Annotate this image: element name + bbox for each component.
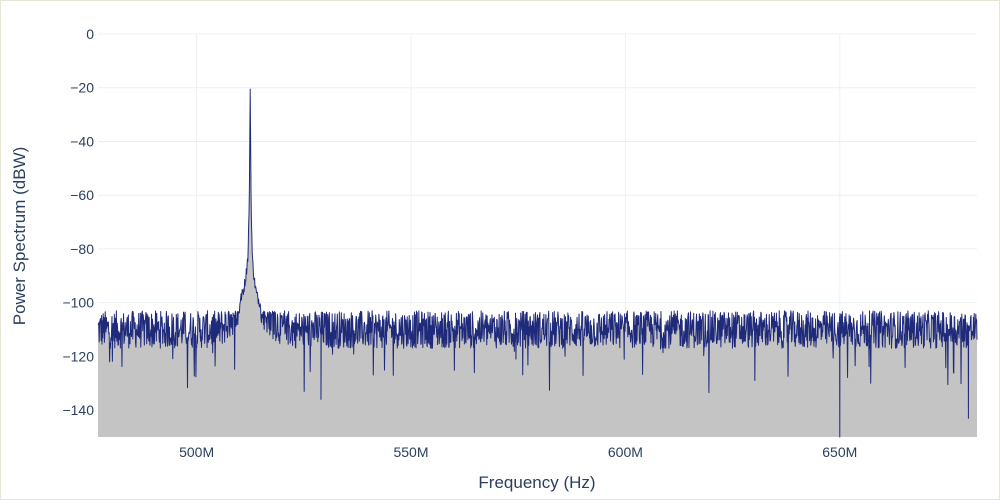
y-tick-label: 0 [86,26,94,42]
x-tick-label: 650M [822,444,857,460]
axis-ticks: 0 −20 −40 −60 −80 −100 −120 −140 500M 550M 600M 650… [62,26,857,460]
spectrum-line [97,88,978,438]
y-tick-label: −80 [70,241,94,257]
y-tick-label: −140 [62,402,94,418]
spectrum-trace [97,88,978,438]
x-tick-label: 600M [608,444,643,460]
x-axis-title: Frequency (Hz) [478,473,595,492]
y-tick-label: −20 [70,80,94,96]
y-tick-label: −120 [62,348,94,364]
x-tick-label: 550M [393,444,428,460]
x-tick-label: 500M [179,444,214,460]
y-tick-label: −40 [70,133,94,149]
y-tick-label: −60 [70,187,94,203]
spectrum-area [98,89,977,437]
spectrum-fill [98,89,977,437]
y-axis-title: Power Spectrum (dBW) [10,147,29,326]
y-tick-label: −100 [62,295,94,311]
